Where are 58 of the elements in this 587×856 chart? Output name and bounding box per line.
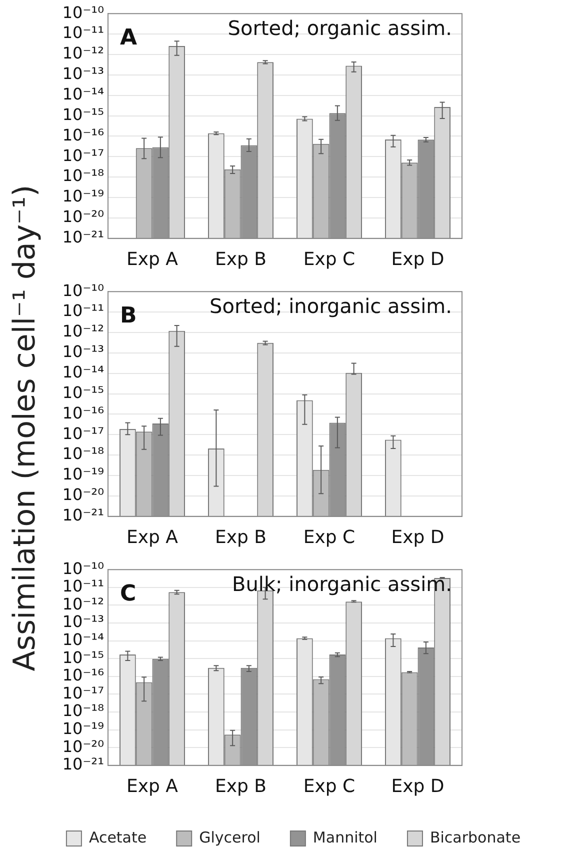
- x-tick-label: Exp D: [391, 776, 444, 797]
- annotation: B: [120, 303, 137, 328]
- x-tick-label: Exp C: [303, 776, 356, 797]
- x-tick-label: Exp D: [391, 248, 444, 270]
- y-tick-label: 10⁻²⁰: [62, 485, 104, 504]
- x-tick-label: Exp A: [126, 526, 179, 548]
- legend-label: Bicarbonate: [430, 828, 521, 846]
- y-axis-title: Assimilation (moles cell⁻¹ day⁻¹): [8, 184, 42, 672]
- y-tick-label: 10⁻¹²: [62, 594, 104, 614]
- y-tick-label: 10⁻¹¹: [62, 576, 104, 596]
- y-tick-label: 10⁻¹⁸: [62, 701, 104, 720]
- y-tick-label: 10⁻¹²: [62, 44, 104, 63]
- y-tick-label: 10⁻¹⁴: [62, 362, 104, 382]
- y-tick-label: 10⁻¹⁹: [62, 464, 104, 484]
- annotation: A: [120, 25, 138, 50]
- x-tick-label: Exp C: [303, 248, 356, 270]
- y-tick-label: 10⁻¹⁸: [62, 444, 104, 464]
- x-tick-label: Exp B: [214, 776, 267, 797]
- chart-title: Sorted; inorganic assim.: [210, 294, 452, 318]
- y-tick-label: 10⁻¹⁵: [62, 104, 104, 124]
- y-tick-label: 10⁻²⁰: [62, 207, 104, 226]
- y-tick-label: 10⁻¹⁵: [62, 382, 104, 402]
- y-tick-label: 10⁻¹¹: [62, 23, 104, 42]
- x-tick-label: Exp B: [214, 248, 267, 270]
- y-tick-label: 10⁻²⁰: [62, 736, 104, 756]
- y-tick-label: 10⁻²¹: [62, 506, 104, 525]
- y-tick-label: 10⁻¹¹: [62, 301, 104, 320]
- y-tick-label: 10⁻¹⁷: [62, 424, 104, 443]
- x-tick-label: Exp B: [214, 526, 267, 548]
- y-tick-label: 10⁻¹³: [62, 612, 104, 632]
- y-tick-label: 10⁻¹⁰: [62, 558, 104, 578]
- y-tick-label: 10⁻²¹: [62, 228, 104, 247]
- y-tick-label: 10⁻¹⁸: [62, 166, 104, 186]
- x-tick-label: Exp D: [391, 526, 444, 548]
- y-tick-label: 10⁻¹⁹: [62, 718, 104, 738]
- y-tick-label: 10⁻¹⁰: [62, 2, 104, 22]
- x-tick-label: Exp C: [303, 526, 356, 548]
- y-tick-label: 10⁻¹⁵: [62, 648, 104, 667]
- legend-label: Mannitol: [312, 828, 378, 846]
- y-tick-label: 10⁻¹³: [62, 342, 104, 362]
- y-tick-label: 10⁻¹⁶: [62, 403, 104, 422]
- x-tick-label: Exp A: [126, 248, 179, 270]
- y-tick-label: 10⁻¹⁶: [62, 666, 104, 685]
- legend-label: Glycerol: [199, 828, 260, 846]
- y-tick-label: 10⁻¹²: [62, 322, 104, 341]
- y-tick-label: 10⁻¹⁹: [62, 186, 104, 206]
- y-tick-label: 10⁻¹⁰: [62, 280, 104, 300]
- y-tick-label: 10⁻¹³: [62, 64, 104, 84]
- legend-label: Acetate: [88, 828, 147, 846]
- y-tick-label: 10⁻¹⁶: [62, 125, 104, 144]
- y-tick-label: 10⁻¹⁷: [62, 146, 104, 165]
- x-tick-label: Exp A: [126, 776, 179, 797]
- y-tick-label: 10⁻¹⁴: [62, 84, 104, 104]
- annotation: C: [120, 581, 136, 606]
- y-tick-label: 10⁻¹⁷: [62, 683, 104, 702]
- y-tick-label: 10⁻¹⁴: [62, 630, 104, 649]
- chart-title: Sorted; organic assim.: [228, 16, 452, 40]
- y-tick-label: 10⁻²¹: [62, 754, 104, 774]
